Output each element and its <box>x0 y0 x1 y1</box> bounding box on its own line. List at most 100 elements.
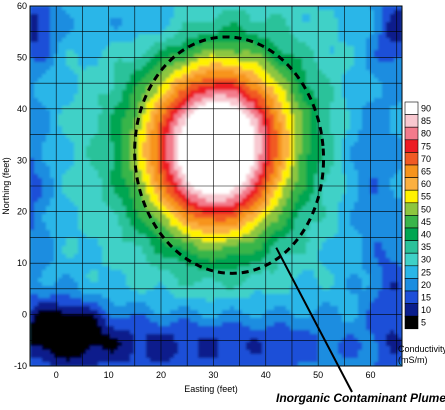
contour-cell <box>322 78 327 83</box>
contour-cell <box>166 190 171 195</box>
contour-cell <box>146 54 151 59</box>
contour-cell <box>90 38 95 43</box>
contour-cell <box>350 166 355 171</box>
contour-cell <box>134 162 139 167</box>
contour-cell <box>398 34 402 39</box>
contour-cell <box>198 94 203 99</box>
contour-cell <box>222 170 227 175</box>
contour-cell <box>46 78 51 83</box>
contour-cell <box>42 38 47 43</box>
contour-cell <box>138 134 143 139</box>
contour-cell <box>358 18 363 23</box>
contour-cell <box>386 202 391 207</box>
contour-cell <box>194 150 199 155</box>
contour-cell <box>210 42 215 47</box>
contour-cell <box>286 122 291 127</box>
contour-cell <box>34 78 39 83</box>
contour-cell <box>202 110 207 115</box>
contour-cell <box>170 114 175 119</box>
contour-cell <box>170 178 175 183</box>
contour-cell <box>226 66 231 71</box>
contour-cell <box>42 138 47 143</box>
contour-cell <box>106 34 111 39</box>
contour-cell <box>106 94 111 99</box>
contour-cell <box>134 102 139 107</box>
contour-cell <box>118 114 123 119</box>
contour-cell <box>30 102 35 107</box>
contour-cell <box>94 154 99 159</box>
contour-cell <box>262 118 267 123</box>
contour-cell <box>378 170 383 175</box>
contour-cell <box>110 178 115 183</box>
contour-cell <box>338 202 343 207</box>
contour-cell <box>106 30 111 35</box>
contour-cell <box>98 10 103 15</box>
contour-cell <box>78 10 83 15</box>
contour-cell <box>226 46 231 51</box>
contour-cell <box>46 38 51 43</box>
contour-cell <box>386 74 391 79</box>
contour-cell <box>366 178 371 183</box>
contour-cell <box>206 210 211 215</box>
contour-cell <box>198 154 203 159</box>
contour-cell <box>306 134 311 139</box>
contour-cell <box>238 58 243 63</box>
contour-cell <box>398 122 402 127</box>
contour-cell <box>254 182 259 187</box>
contour-cell <box>390 90 395 95</box>
contour-cell <box>82 146 87 151</box>
contour-cell <box>362 186 367 191</box>
contour-cell <box>90 170 95 175</box>
contour-cell <box>142 214 147 219</box>
contour-cell <box>42 14 47 19</box>
contour-cell <box>66 86 71 91</box>
contour-cell <box>294 66 299 71</box>
contour-cell <box>282 38 287 43</box>
contour-cell <box>382 66 387 71</box>
contour-cell <box>310 190 315 195</box>
contour-cell <box>262 122 267 127</box>
contour-cell <box>370 122 375 127</box>
contour-cell <box>250 162 255 167</box>
contour-cell <box>398 90 402 95</box>
contour-cell <box>122 126 127 131</box>
contour-cell <box>274 166 279 171</box>
contour-cell <box>238 154 243 159</box>
contour-cell <box>46 178 51 183</box>
contour-cell <box>118 62 123 67</box>
contour-cell <box>274 50 279 55</box>
contour-cell <box>30 18 35 23</box>
contour-cell <box>254 102 259 107</box>
contour-cell <box>198 66 203 71</box>
contour-cell <box>238 42 243 47</box>
contour-cell <box>358 6 363 11</box>
contour-cell <box>50 182 55 187</box>
contour-cell <box>206 50 211 55</box>
contour-cell <box>374 198 379 203</box>
contour-cell <box>250 34 255 39</box>
contour-cell <box>370 18 375 23</box>
contour-cell <box>370 146 375 151</box>
contour-cell <box>378 114 383 119</box>
contour-cell <box>38 162 43 167</box>
contour-cell <box>74 110 79 115</box>
contour-cell <box>346 162 351 167</box>
contour-cell <box>266 94 271 99</box>
contour-cell <box>274 198 279 203</box>
contour-cell <box>170 50 175 55</box>
contour-cell <box>234 22 239 27</box>
contour-cell <box>258 194 263 199</box>
contour-cell <box>222 6 227 11</box>
contour-cell <box>374 14 379 19</box>
contour-cell <box>270 198 275 203</box>
contour-cell <box>102 206 107 211</box>
contour-cell <box>254 74 259 79</box>
contour-cell <box>86 38 91 43</box>
contour-cell <box>134 90 139 95</box>
contour-cell <box>270 218 275 223</box>
contour-cell <box>114 214 119 219</box>
contour-cell <box>250 126 255 131</box>
contour-cell <box>126 70 131 75</box>
contour-cell <box>390 54 395 59</box>
contour-cell <box>82 178 87 183</box>
